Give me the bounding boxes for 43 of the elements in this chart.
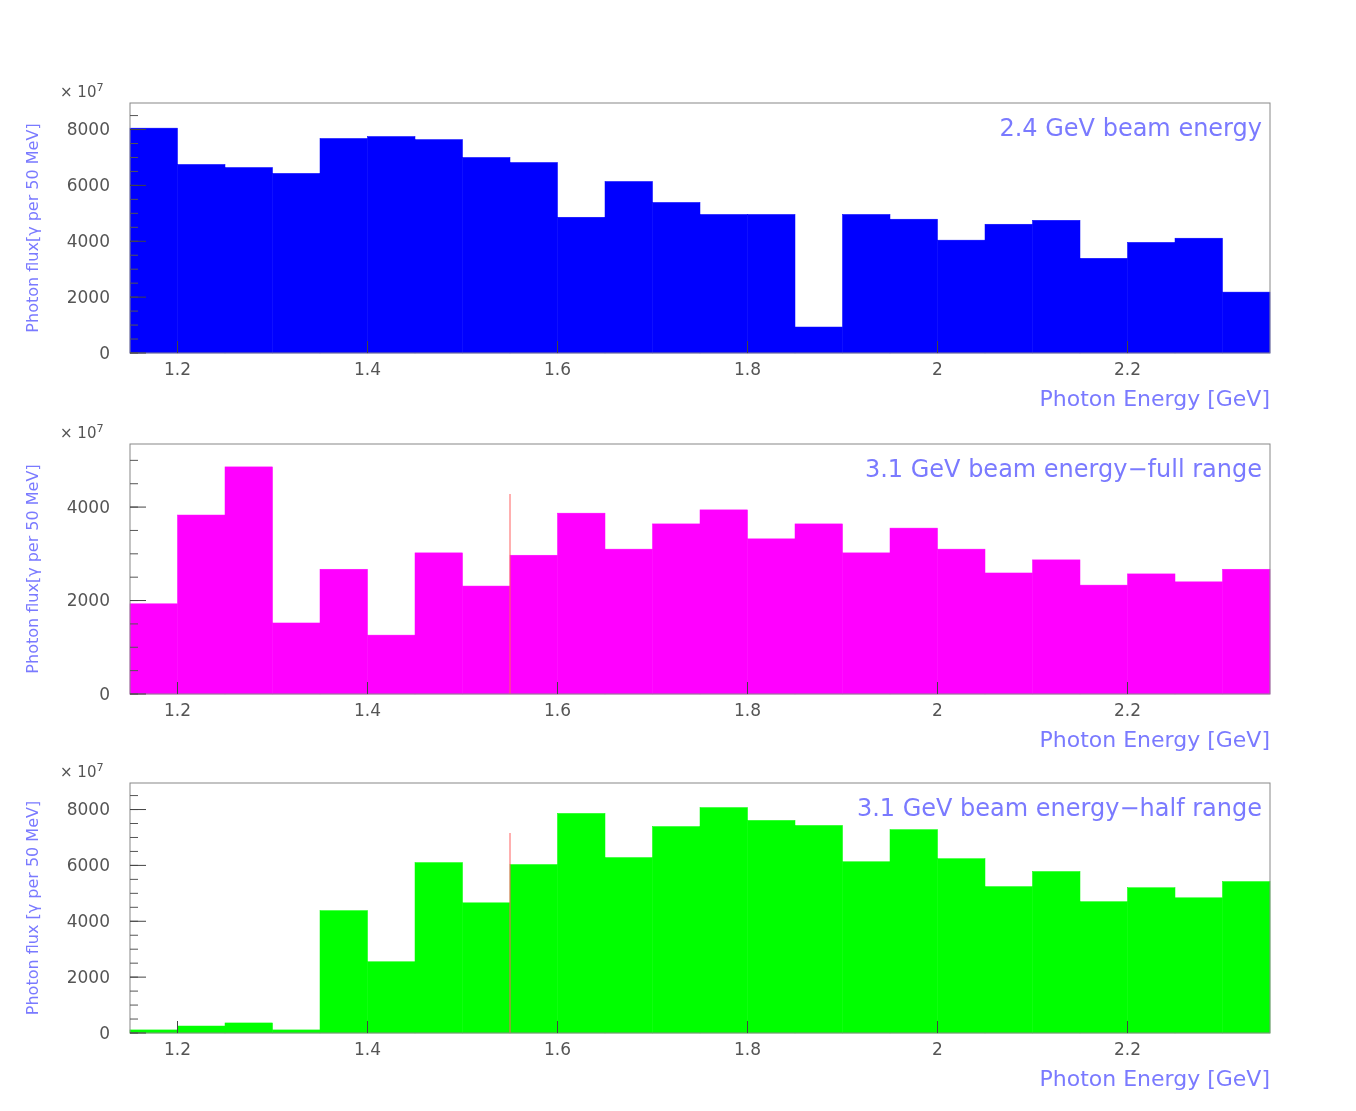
text: 3.1 GeV beam energy−full range [864, 455, 1262, 483]
x-tick-label: 1.4 [353, 359, 382, 379]
x-tick-label: 2 [932, 700, 943, 720]
x-tick-label: 1.2 [163, 700, 192, 720]
text: 3.1 GeV beam energy−half range [856, 794, 1262, 822]
y-tick-label: 2000 [66, 287, 110, 308]
y-axis-title: Photon flux [γ per 50 MeV] [23, 800, 42, 1016]
x-tick-label: 1.8 [733, 359, 762, 379]
x-axis-title: Photon Energy [GeV] [1039, 1066, 1270, 1091]
y-tick-label: 0 [99, 683, 110, 704]
y-tick-label: 2000 [66, 590, 110, 611]
x-tick-label: 1.4 [353, 700, 382, 720]
x-axis-title: Photon Energy [GeV] [1039, 386, 1270, 411]
x-tick-label: 2.2 [1113, 359, 1142, 379]
y-tick-label: 0 [99, 342, 110, 363]
y-tick-label: 8000 [66, 799, 110, 820]
text: × 10$^{7}$ [60, 760, 104, 781]
x-tick-label: 1.6 [543, 700, 572, 720]
x-tick-label: 2 [932, 359, 943, 379]
x-tick-label: 1.2 [163, 1039, 192, 1059]
text: 2.4 GeV beam energy [999, 114, 1262, 142]
y-tick-label: 4000 [66, 497, 110, 518]
text: × 10$^{7}$ [60, 80, 104, 101]
y-axis-title: Photon flux[γ per 50 MeV] [23, 123, 42, 333]
x-tick-label: 1.2 [163, 359, 192, 379]
y-tick-label: 8000 [66, 119, 110, 140]
x-tick-label: 1.8 [733, 700, 762, 720]
x-tick-label: 1.4 [353, 1039, 382, 1059]
x-tick-label: 1.8 [733, 1039, 762, 1059]
y-tick-label: 0 [99, 1022, 110, 1043]
y-tick-label: 6000 [66, 855, 110, 876]
text: × 10$^{7}$ [60, 421, 104, 442]
y-tick-label: 4000 [66, 911, 110, 932]
y-tick-label: 2000 [66, 967, 110, 988]
x-tick-label: 1.6 [543, 359, 572, 379]
y-axis-title: Photon flux[γ per 50 MeV] [23, 464, 42, 674]
x-axis-title: Photon Energy [GeV] [1039, 727, 1270, 752]
y-tick-label: 6000 [66, 175, 110, 196]
y-tick-label: 4000 [66, 231, 110, 252]
x-tick-label: 2 [932, 1039, 943, 1059]
x-tick-label: 2.2 [1113, 700, 1142, 720]
x-tick-label: 2.2 [1113, 1039, 1142, 1059]
x-tick-label: 1.6 [543, 1039, 572, 1059]
